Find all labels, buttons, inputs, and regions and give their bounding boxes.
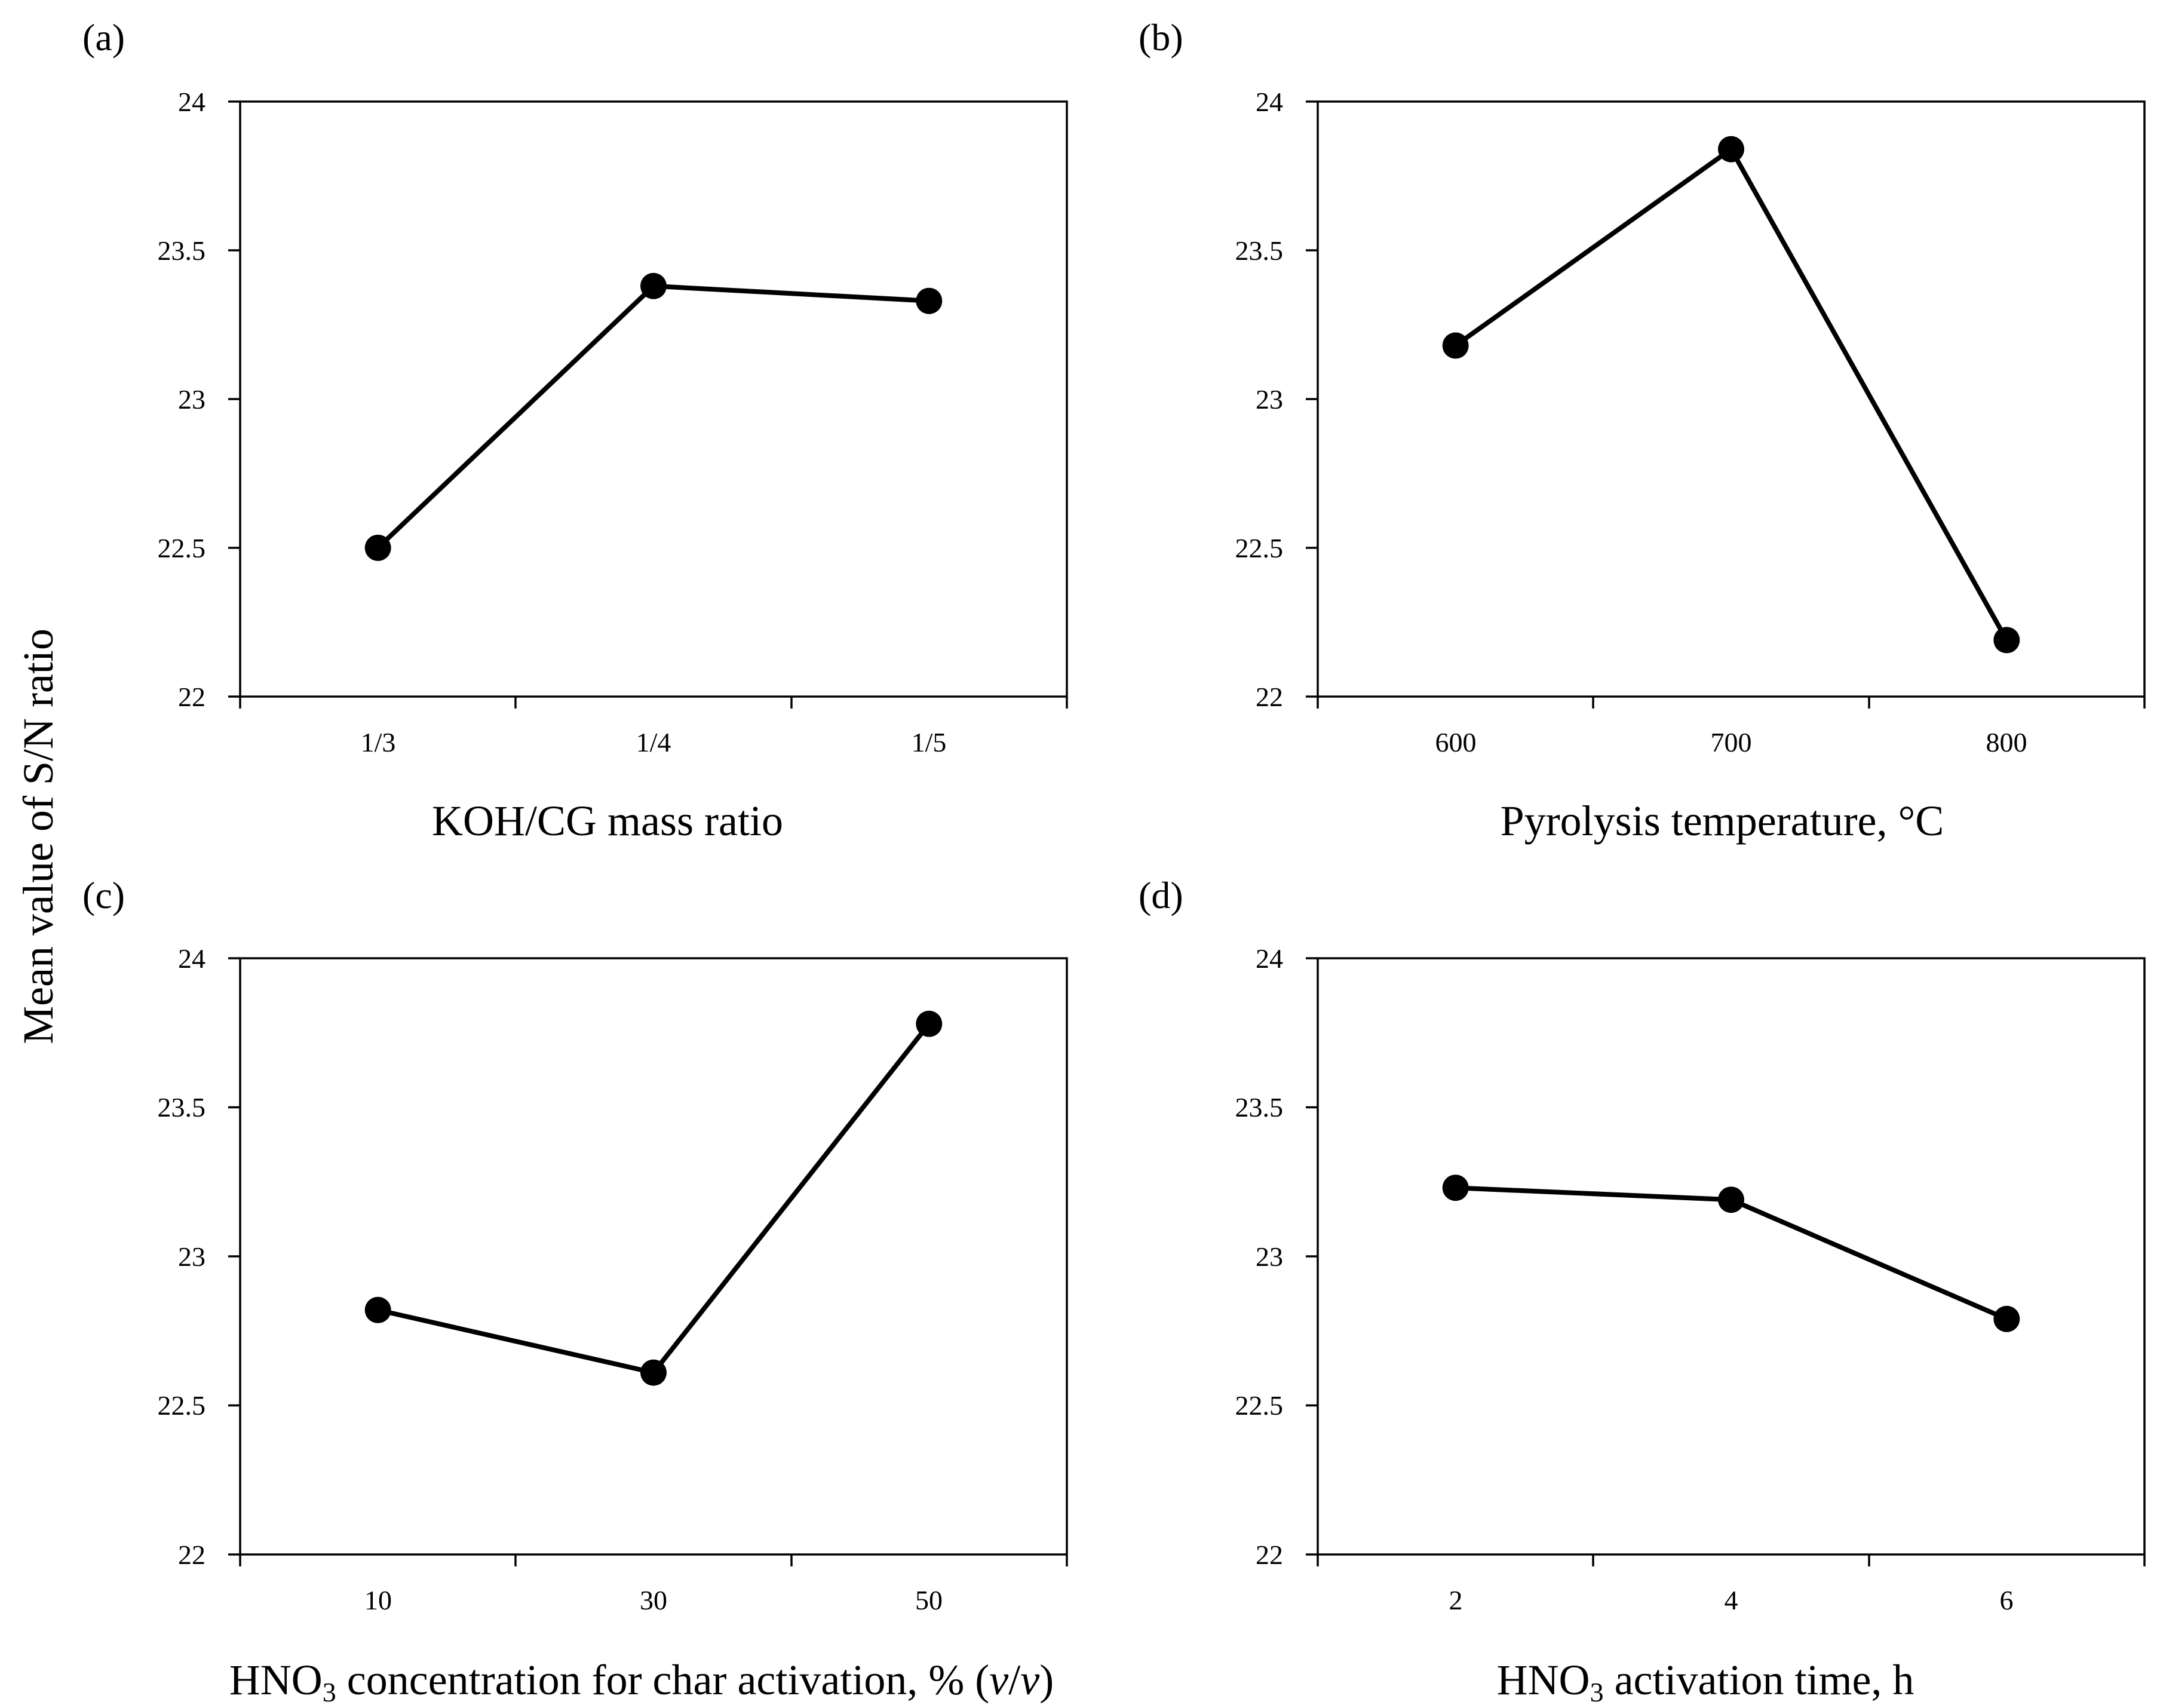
y-tick-label: 23.5 [158,235,206,266]
panel-b-y-axis: 22 22.5 23 23.5 24 [1235,87,1318,712]
data-point-marker [640,272,667,299]
panel-d-x-axis-title: HNO3 activation time, h [1497,1656,1914,1707]
x-tick-label: 6 [2000,1585,2014,1615]
panel-d-label: (d) [1139,874,1183,916]
xlabel-subscript: 3 [1590,1677,1604,1707]
x-tick-label: 700 [1711,727,1752,758]
data-point-marker [640,1359,667,1386]
data-point-marker [364,1296,391,1323]
panel-a: (a) 22 22.5 23 23.5 24 1/3 1/4 1/5 KOH/C… [82,16,1068,845]
data-point-marker [1442,332,1469,359]
xlabel-part: HNO [1497,1656,1590,1704]
data-point-marker [1993,627,2020,654]
panel-c-x-axis-title: HNO3 concentration for char activation, … [229,1656,1054,1707]
y-tick-label: 23 [178,1241,205,1272]
panel-a-series [364,272,943,561]
y-tick-label: 22.5 [1235,533,1284,563]
panel-a-y-axis: 22 22.5 23 23.5 24 [158,87,240,712]
xlabel-part: concentration for char activation, % ( [336,1656,990,1704]
x-tick-label: 4 [1725,1585,1738,1615]
x-tick-label: 1/5 [912,727,947,758]
y-tick-label: 24 [1256,87,1283,117]
panel-d-y-axis: 22 22.5 23 23.5 24 [1235,943,1318,1570]
panel-a-x-axis: 1/3 1/4 1/5 KOH/CG mass ratio [239,697,1068,845]
y-tick-label: 22 [1256,1540,1283,1570]
y-tick-label: 23.5 [158,1092,206,1123]
x-tick-label: 10 [364,1585,392,1615]
panel-d: (d) 22 22.5 23 23.5 24 2 4 6 HNO3 activa… [1139,874,2146,1707]
panel-b: (b) 22 22.5 23 23.5 24 600 700 800 Pyrol… [1139,16,2146,845]
y-tick-label: 24 [1256,943,1283,974]
panel-c-x-axis: 10 30 50 HNO3 concentration for char act… [229,1554,1068,1707]
y-tick-label: 23 [1256,1241,1283,1272]
x-tick-label: 1/4 [636,727,671,758]
xlabel-italic-part: v [1020,1656,1039,1704]
series-line [377,1022,931,1375]
x-tick-label: 2 [1449,1585,1463,1615]
y-tick-label: 22.5 [1235,1390,1284,1421]
panel-a-x-axis-title: KOH/CG mass ratio [432,797,783,845]
panel-d-series [1442,1175,2020,1332]
data-point-marker [916,287,943,314]
data-point-marker [1718,1186,1744,1213]
y-tick-label: 22 [178,682,205,712]
y-tick-label: 23.5 [1235,1092,1284,1123]
x-tick-label: 1/3 [361,727,396,758]
data-point-marker [1442,1175,1469,1201]
panel-a-plot-frame [239,100,1068,698]
x-tick-label: 50 [915,1585,943,1615]
panel-d-x-axis: 2 4 6 HNO3 activation time, h [1317,1554,2146,1707]
panel-c-series [364,1010,943,1386]
panel-b-plot-frame [1317,100,2146,698]
panel-b-label: (b) [1139,16,1183,59]
y-tick-label: 23 [1256,384,1283,415]
panel-a-label: (a) [82,16,125,59]
data-point-marker [1718,136,1744,162]
x-tick-label: 800 [1986,727,2027,758]
data-point-marker [364,535,391,561]
panel-b-series [1442,136,2020,654]
data-point-marker [916,1010,943,1037]
y-tick-label: 24 [178,87,205,117]
x-tick-label: 600 [1435,727,1477,758]
xlabel-part: HNO [229,1656,323,1704]
y-tick-label: 24 [178,943,205,974]
xlabel-subscript: 3 [323,1677,336,1707]
x-tick-label: 30 [640,1585,667,1615]
y-tick-label: 22.5 [158,1390,206,1421]
y-tick-label: 22.5 [158,533,206,563]
panel-c-plot-frame [239,957,1068,1556]
xlabel-italic-part: v [989,1656,1008,1704]
xlabel-part: activation time, h [1604,1656,1914,1704]
data-point-marker [1993,1305,2020,1332]
panel-c-y-axis: 22 22.5 23 23.5 24 [158,943,240,1570]
y-tick-label: 23 [178,384,205,415]
y-tick-label: 22 [1256,682,1283,712]
panel-d-plot-frame [1317,957,2146,1556]
panel-c: (c) 22 22.5 23 23.5 24 10 30 50 HNO3 con… [82,874,1068,1707]
panel-c-label: (c) [82,874,125,916]
xlabel-part: ) [1039,1656,1054,1704]
shared-y-axis-title: Mean value of S/N ratio [14,628,62,1044]
panel-b-x-axis-title: Pyrolysis temperature, °C [1501,797,1944,845]
xlabel-part: / [1008,1656,1020,1704]
panel-b-x-axis: 600 700 800 Pyrolysis temperature, °C [1317,697,2146,845]
series-line [376,283,929,550]
y-tick-label: 23.5 [1235,235,1284,266]
y-tick-label: 22 [178,1540,205,1570]
series-line [1454,146,2009,642]
